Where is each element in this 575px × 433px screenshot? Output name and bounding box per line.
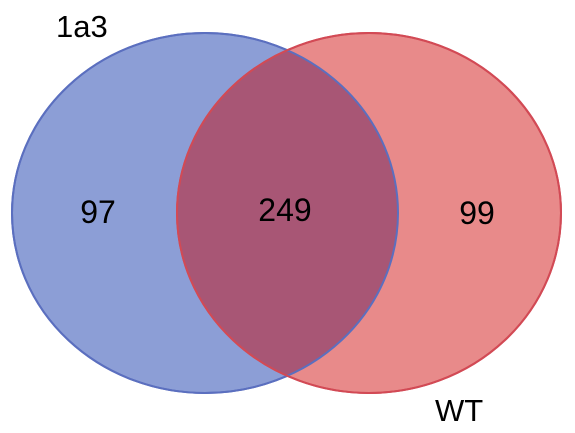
- count-only-wt: 99: [459, 195, 495, 231]
- set-label-wt: WT: [435, 393, 484, 428]
- count-only-1a3: 97: [80, 194, 116, 230]
- set-wt-outline: [176, 32, 562, 394]
- set-label-1a3: 1a3: [56, 9, 108, 44]
- set-1a3-outline: [11, 32, 399, 394]
- overlap-region: [177, 33, 398, 393]
- count-intersection: 249: [258, 192, 312, 228]
